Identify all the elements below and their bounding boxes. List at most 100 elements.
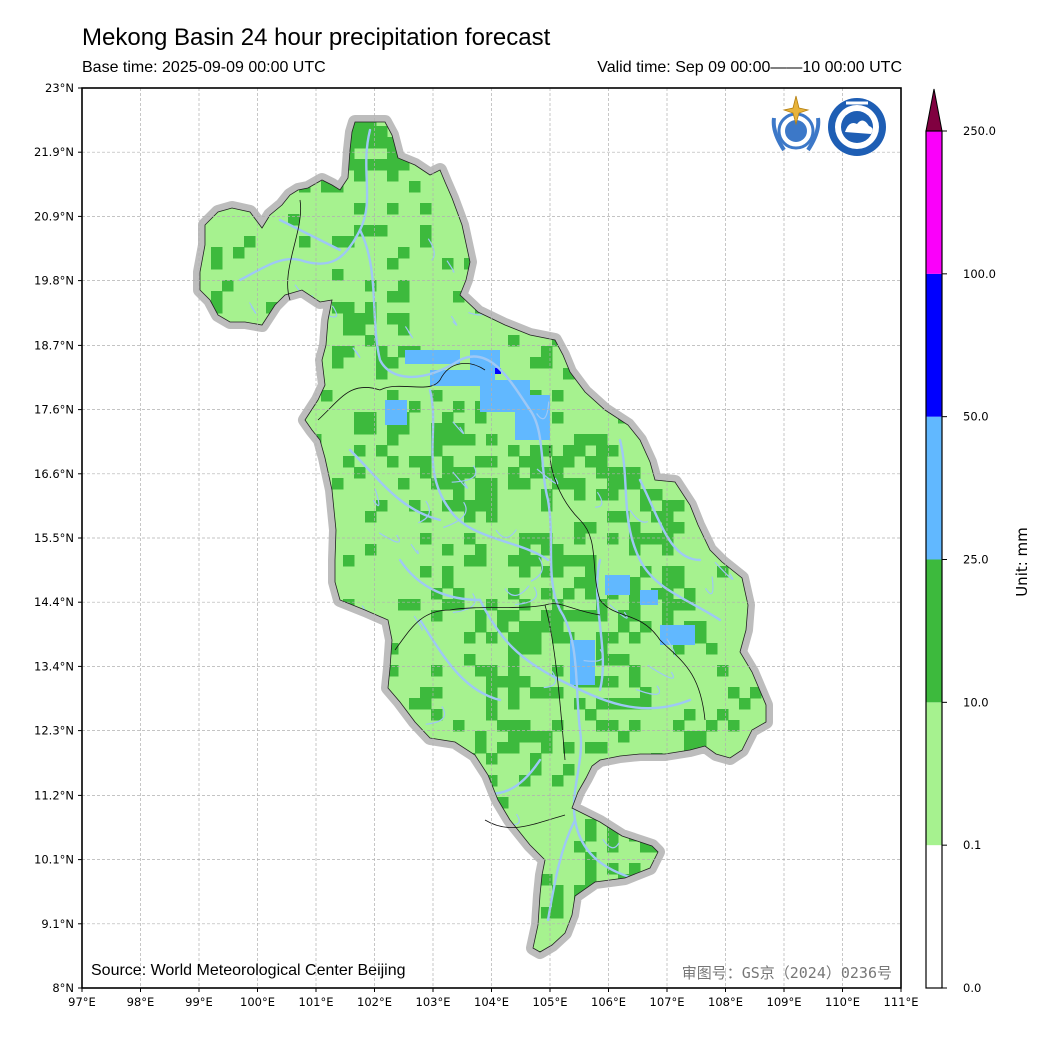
moderate-rain-cell — [563, 555, 575, 567]
colorbar-segment — [926, 273, 942, 417]
moderate-rain-cell — [574, 522, 586, 534]
moderate-rain-cell — [519, 456, 531, 468]
moderate-rain-cell — [761, 599, 766, 611]
moderate-rain-cell — [673, 500, 685, 512]
moderate-rain-cell — [431, 687, 443, 699]
moderate-rain-cell — [695, 445, 707, 457]
moderate-rain-cell — [618, 731, 630, 743]
moderate-rain-cell — [453, 720, 465, 732]
moderate-rain-cell — [420, 456, 432, 468]
moderate-rain-cell — [519, 544, 531, 556]
moderate-rain-cell — [596, 599, 608, 611]
moderate-rain-cell — [552, 885, 564, 897]
moderate-rain-cell — [354, 122, 366, 127]
river-tributary — [629, 509, 649, 523]
moderate-rain-cell — [662, 544, 674, 556]
moderate-rain-cell — [519, 863, 531, 875]
moderate-rain-cell — [398, 313, 410, 325]
moderate-rain-cell — [585, 742, 597, 754]
moderate-rain-cell — [739, 896, 751, 908]
moderate-rain-cell — [530, 632, 542, 644]
moderate-rain-cell — [607, 489, 619, 501]
moderate-rain-cell — [750, 819, 762, 831]
moderate-rain-cell — [299, 588, 311, 600]
moderate-rain-cell — [299, 478, 311, 490]
moderate-rain-cell — [464, 808, 476, 820]
moderate-rain-cell — [585, 555, 597, 567]
moderate-rain-cell — [618, 610, 630, 622]
moderate-rain-cell — [574, 170, 586, 182]
moderate-rain-cell — [508, 676, 520, 688]
moderate-rain-cell — [519, 599, 531, 611]
moderate-rain-cell — [486, 511, 498, 523]
moderate-rain-cell — [585, 346, 597, 358]
latitude-tick-label: 11.2°N — [34, 788, 74, 802]
moderate-rain-cell — [365, 335, 377, 347]
moderate-rain-cell — [486, 687, 498, 699]
moderate-rain-cell — [365, 544, 377, 556]
heavy-rain-cell — [515, 395, 550, 440]
moderate-rain-cell — [563, 456, 575, 468]
river — [478, 598, 692, 710]
moderate-rain-cell — [607, 511, 619, 523]
moderate-rain-cell — [222, 456, 234, 468]
moderate-rain-cell — [442, 434, 454, 446]
moderate-rain-cell — [266, 709, 278, 721]
moderate-rain-cell — [409, 951, 421, 952]
colorbar-tick-label: 0.1 — [963, 838, 981, 852]
moderate-rain-cell — [651, 346, 663, 358]
moderate-rain-cell — [519, 313, 531, 325]
moderate-rain-cell — [607, 654, 619, 666]
moderate-rain-cell — [761, 225, 766, 237]
moderate-rain-cell — [541, 467, 553, 479]
latitude-tick-label: 10.1°N — [34, 853, 74, 867]
moderate-rain-cell — [332, 346, 344, 358]
basin-boundary — [199, 121, 767, 953]
moderate-rain-cell — [409, 456, 421, 468]
moderate-rain-cell — [585, 852, 597, 864]
moderate-rain-cell — [563, 148, 575, 160]
moderate-rain-cell — [673, 192, 685, 204]
moderate-rain-cell — [486, 676, 498, 688]
moderate-rain-cell — [585, 896, 597, 908]
moderate-rain-cell — [387, 159, 399, 171]
moderate-rain-cell — [563, 764, 575, 776]
moderate-rain-cell — [750, 764, 762, 776]
moderate-rain-cell — [541, 445, 553, 457]
moderate-rain-cell — [739, 698, 751, 710]
moderate-rain-cell — [343, 687, 355, 699]
moderate-rain-cell — [552, 907, 564, 919]
moderate-rain-cell — [442, 412, 454, 424]
moderate-rain-cell — [772, 203, 784, 215]
moderate-rain-cell — [530, 731, 542, 743]
moderate-rain-cell — [574, 445, 586, 457]
moderate-rain-cell — [530, 643, 542, 655]
moderate-rain-cell — [706, 720, 718, 732]
moderate-rain-cell — [387, 203, 399, 215]
moderate-rain-cell — [365, 225, 377, 237]
moderate-rain-cell — [695, 379, 707, 391]
moderate-rain-cell — [607, 467, 619, 479]
river-tributary — [635, 685, 661, 695]
river-tributary — [530, 557, 543, 582]
latitude-tick-label: 16.6°N — [34, 467, 74, 481]
longitude-tick-label: 103°E — [416, 995, 451, 1009]
moderate-rain-cell — [596, 698, 608, 710]
moderate-rain-cell — [717, 346, 729, 358]
moderate-rain-cell — [772, 577, 784, 589]
moderate-rain-cell — [211, 258, 223, 270]
moderate-rain-cell — [332, 478, 344, 490]
longitude-tick-label: 98°E — [127, 995, 155, 1009]
moderate-rain-cell — [585, 819, 597, 831]
moderate-rain-cell — [376, 874, 388, 886]
moderate-rain-cell — [211, 302, 223, 314]
moderate-rain-cell — [288, 137, 300, 149]
moderate-rain-cell — [530, 687, 542, 699]
moderate-rain-cell — [508, 654, 520, 666]
river-tributary — [427, 238, 435, 261]
moderate-rain-cell — [585, 588, 597, 600]
river-tributary — [451, 465, 477, 483]
moderate-rain-cell — [354, 137, 366, 149]
moderate-rain-cell — [354, 423, 366, 435]
base-time-label: Base time: 2025-09-09 00:00 UTC — [82, 59, 326, 76]
